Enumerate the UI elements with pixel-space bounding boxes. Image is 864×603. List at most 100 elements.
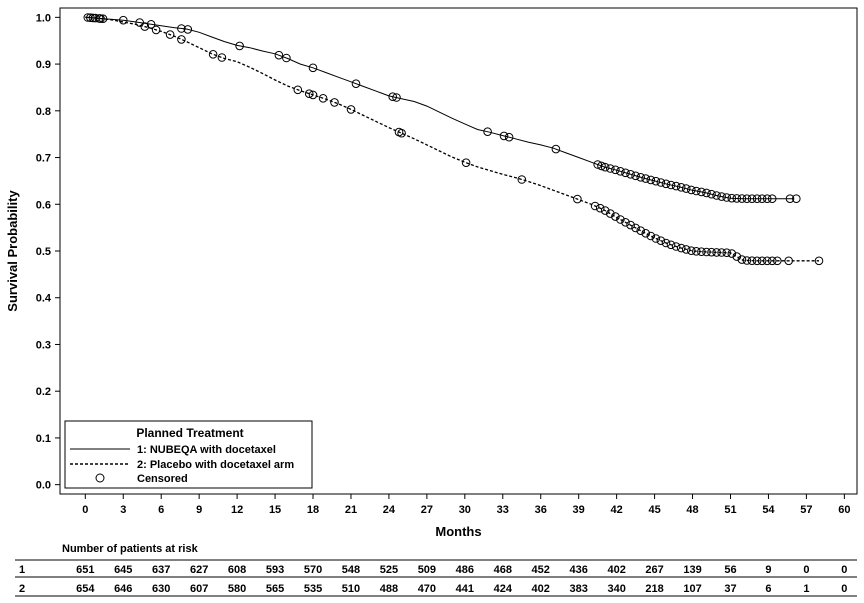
x-tick-label: 9 [196, 504, 202, 516]
censored-marker [702, 247, 711, 257]
censored-marker [767, 256, 777, 266]
censored-marker [681, 184, 691, 193]
censored-marker [274, 50, 284, 60]
risk-cell: 9 [765, 564, 771, 576]
legend-censored-marker [95, 473, 105, 483]
censored-marker [661, 179, 671, 189]
censored-marker [208, 50, 218, 59]
risk-cell: 593 [266, 564, 284, 576]
risk-cell: 488 [380, 583, 398, 595]
censored-marker [91, 13, 100, 23]
censored-marker [611, 212, 620, 221]
censored-marker [687, 246, 696, 255]
risk-cell: 535 [304, 583, 322, 595]
risk-cell: 637 [152, 564, 170, 576]
censored-marker [666, 180, 676, 190]
legend-entry-censored: Censored [137, 473, 188, 485]
censored-marker [573, 194, 582, 204]
censored-marker [707, 189, 716, 199]
risk-cell: 525 [380, 564, 398, 576]
risk-row-label: 2 [19, 583, 25, 595]
censored-marker [697, 247, 706, 256]
risk-cell: 548 [342, 564, 360, 576]
legend-entry-placebo: 2: Placebo with docetaxel arm [137, 459, 294, 471]
censored-marker [146, 20, 156, 29]
censored-marker [671, 181, 681, 191]
censored-marker [119, 15, 128, 25]
censored-marker [151, 25, 161, 35]
censored-marker [712, 248, 721, 257]
y-tick-label: 0.7 [36, 153, 51, 165]
risk-cell: 340 [607, 583, 625, 595]
censored-marker [692, 247, 701, 256]
censored-marker [293, 85, 303, 95]
risk-cell: 580 [228, 583, 246, 595]
risk-cell: 565 [266, 583, 284, 595]
censored-marker [671, 242, 681, 251]
risk-table-rules [15, 559, 857, 597]
censored-marker [636, 173, 646, 182]
risk-cell: 1 [803, 583, 809, 595]
y-tick-label: 0.5 [36, 246, 51, 258]
x-tick-label: 60 [838, 504, 850, 516]
risk-table-title: Number of patients at risk [62, 543, 199, 555]
x-tick-label: 42 [611, 504, 623, 516]
censored-marker [757, 256, 767, 266]
risk-cell: 402 [532, 583, 550, 595]
censored-marker [217, 53, 227, 62]
censored-marker [785, 194, 795, 203]
censored-marker [606, 164, 615, 173]
risk-cell: 107 [683, 583, 701, 595]
censored-marker [762, 256, 772, 266]
risk-cell: 470 [418, 583, 436, 595]
risk-cell: 402 [607, 564, 625, 576]
y-axis: 0.0 0.1 0.2 0.3 0.4 0.5 0.6 0.7 0.8 0.9 1.0 [36, 12, 60, 492]
risk-cell: 37 [724, 583, 736, 595]
x-tick-label: 21 [345, 504, 357, 516]
x-tick-label: 3 [120, 504, 126, 516]
legend-title: Planned Treatment [136, 426, 243, 440]
censored-marker [742, 256, 752, 265]
x-tick-label: 12 [231, 504, 243, 516]
x-tick-label: 0 [82, 504, 88, 516]
risk-cell: 6 [765, 583, 771, 595]
censored-marker [757, 194, 767, 203]
censored-marker [717, 192, 726, 201]
censored-marker [330, 98, 339, 107]
risk-cell: 218 [645, 583, 663, 595]
censored-marker [792, 194, 801, 203]
risk-cell: 646 [114, 583, 132, 595]
risk-cell: 645 [114, 564, 132, 576]
legend-box [64, 420, 313, 489]
censored-marker [676, 243, 686, 253]
series-line-placebo [85, 16, 819, 262]
censored-marker [235, 41, 244, 51]
censored-marker [747, 256, 757, 266]
x-tick-label: 27 [421, 504, 433, 516]
censored-marker [611, 165, 620, 175]
x-tick-label: 39 [573, 504, 585, 516]
censored-marker [597, 161, 606, 171]
risk-cell: 56 [724, 564, 736, 576]
risk-cell: 441 [456, 583, 474, 595]
y-tick-label: 0.6 [36, 199, 51, 211]
x-tick-label: 57 [800, 504, 812, 516]
censored-marker [308, 63, 318, 73]
censored-marker [499, 131, 509, 141]
censored-marker [651, 234, 661, 243]
censored-marker [606, 209, 615, 218]
x-axis: 0 3 6 9 12 15 18 21 24 27 30 33 36 39 42 45 48 51 54 57 60 [82, 494, 850, 516]
x-tick-label: 54 [762, 504, 775, 516]
censored-marker [461, 158, 471, 167]
y-axis-title: Survival Probability [5, 190, 20, 312]
risk-cell: 0 [841, 583, 847, 595]
censored-marker [388, 92, 398, 101]
censored-marker [666, 240, 676, 250]
x-tick-label: 36 [535, 504, 547, 516]
censored-marker [318, 94, 328, 103]
censored-marker [697, 187, 706, 197]
x-tick-label: 51 [724, 504, 736, 516]
risk-table: 1 651 645 637 627 608 593 570 548 525 509 486 468 452… [19, 564, 847, 595]
risk-cell: 630 [152, 583, 170, 595]
risk-cell: 468 [494, 564, 512, 576]
